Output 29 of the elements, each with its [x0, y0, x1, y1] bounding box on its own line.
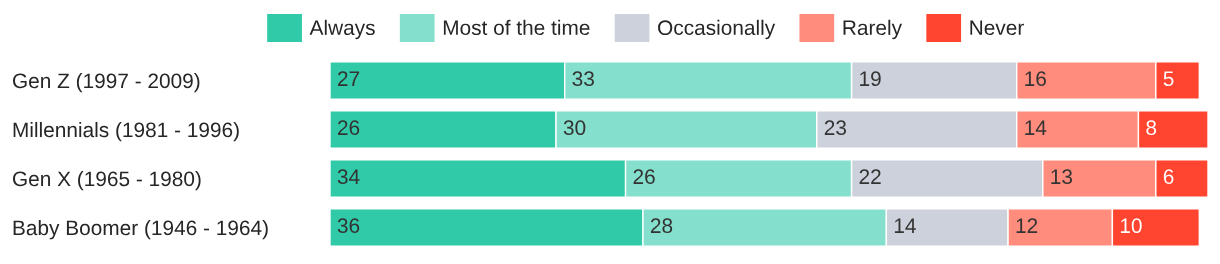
data-label: 30 [563, 120, 586, 136]
data-label: 23 [824, 120, 847, 136]
legend-label: Rarely [843, 19, 902, 40]
y-tick-label: Millennials (1981 - 1996) [13, 121, 239, 142]
data-label: 5 [1163, 71, 1174, 87]
data-label: 26 [633, 169, 655, 185]
y-tick-label: Gen Z (1997 - 2009) [12, 72, 200, 93]
data-label: 10 [1120, 218, 1142, 234]
data-label: 14 [1025, 120, 1047, 135]
data-label: 12 [1016, 218, 1038, 233]
y-tick-label: Baby Boomer (1946 - 1964) [13, 219, 268, 240]
data-label: 28 [650, 218, 673, 234]
y-tick-label: Gen X (1965 - 1980) [12, 170, 201, 191]
data-label: 14 [894, 218, 916, 233]
data-label: 8 [1146, 120, 1157, 136]
data-label: 26 [338, 120, 360, 136]
legend-label: Always [309, 19, 375, 40]
data-label: 16 [1025, 71, 1046, 87]
data-label: 33 [572, 71, 594, 87]
data-label: 34 [337, 169, 360, 185]
data-label: 22 [859, 169, 881, 184]
data-label: 6 [1163, 169, 1174, 185]
legend-label: Never [970, 20, 1024, 36]
data-label: 13 [1051, 169, 1073, 185]
data-label: 36 [337, 218, 360, 234]
legend-label: Occasionally [658, 19, 776, 40]
data-label: 27 [338, 71, 360, 86]
legend-label: Most of the time [443, 19, 590, 36]
data-label: 19 [860, 71, 881, 87]
